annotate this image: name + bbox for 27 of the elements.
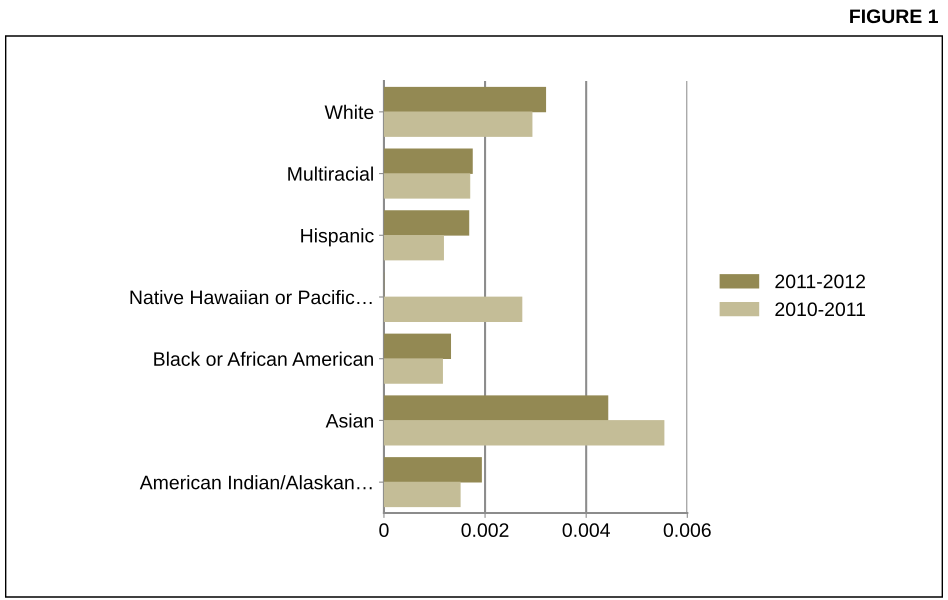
y-tick-label: Black or African American (154, 352, 373, 366)
x-tick-label: 0.006 (664, 523, 711, 538)
bar (384, 395, 608, 421)
legend-label: 2010-2011 (775, 302, 866, 316)
bar (384, 334, 452, 360)
legend-label: 2011-2012 (775, 274, 865, 288)
bar (384, 234, 444, 260)
y-tick-label: American Indian/Alaskan… (140, 475, 372, 490)
bar (384, 210, 470, 236)
bar (384, 482, 461, 508)
x-tick-label: 0.004 (562, 523, 610, 538)
y-tick-label: White (324, 104, 374, 120)
bar (384, 358, 443, 384)
x-tick-label: 0 (379, 523, 389, 538)
bar (384, 148, 473, 174)
y-tick-label: Multiracial (288, 166, 373, 181)
bar (384, 457, 482, 482)
bar (384, 173, 470, 199)
bar (384, 112, 532, 137)
text: FIGURE 1 (850, 9, 938, 24)
y-tick-label: Hispanic (301, 228, 374, 246)
bar (384, 420, 664, 446)
x-tick-label: 0.002 (461, 523, 508, 538)
bar (384, 86, 546, 112)
y-tick-label: Native Hawaiian or Pacific… (130, 290, 372, 304)
y-tick-label: Asian (326, 413, 373, 428)
bar (384, 296, 522, 322)
